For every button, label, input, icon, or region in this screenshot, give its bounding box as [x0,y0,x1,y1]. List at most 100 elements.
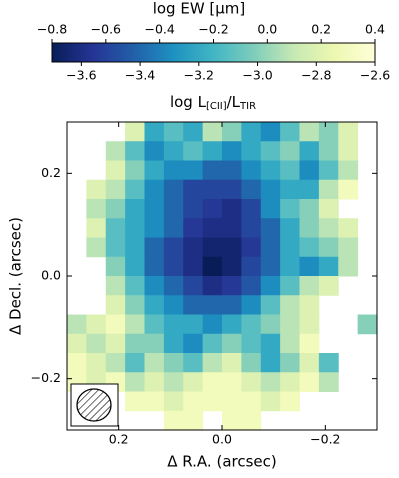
map-cell [183,179,204,200]
x-tick-label: 0.0 [212,432,232,447]
label-sub: TIR [239,101,256,112]
colorbar-tick-label: −2.8 [301,68,331,83]
map-cell [260,276,281,296]
map-cell [163,391,184,412]
map-cell [202,122,223,142]
map-cell [202,314,223,335]
map-cell [125,353,145,373]
map-cell [318,141,339,161]
map-cell [241,276,262,296]
map-cell [299,314,320,335]
map-cell [222,141,242,161]
map-cell [67,333,87,354]
x-axis-label: Δ R.A. (arcsec) [167,453,277,471]
colorbar-top-tick-label: 0.2 [311,22,331,37]
map-cell [202,218,223,238]
map-cell [260,122,281,142]
map-cell [125,122,145,142]
map-cell [202,179,223,200]
map-cell [144,372,165,392]
map-cell [183,141,204,161]
map-cell [318,237,339,258]
map-cell [241,353,262,373]
map-cell [241,141,262,161]
map-cell [222,333,242,354]
map-cell [280,333,300,354]
map-cell [105,353,126,373]
map-cell [222,179,242,200]
map-cell [260,160,281,181]
map-cell [125,372,145,392]
colorbar-top-label: log EW [μm] [153,0,246,18]
map-cell [105,237,126,258]
map-cell [280,122,300,142]
map-cell [183,295,204,315]
map-cell [241,372,262,392]
map-cell [241,314,262,335]
map-cell [338,179,359,200]
map-cell [163,179,184,200]
map-cell [318,372,339,392]
map-cell [144,353,165,373]
colorbar-top-tick-label: −0.8 [37,22,67,37]
map-cell [299,276,320,296]
colorbar [51,42,376,63]
map-cell [202,199,223,219]
map-cell [299,372,320,392]
map-cell [222,122,242,142]
map-cell [183,256,204,277]
map-cell [260,391,281,412]
map-cell [222,410,242,431]
map-cell [260,179,281,200]
map-cell [222,276,242,296]
map-cell [125,333,145,354]
map-cell [105,141,126,161]
colorbar-tick-label: −3.4 [125,68,155,83]
colorbar-top-tick-label: −0.6 [91,22,121,37]
map-cell [280,141,300,161]
map-cell [86,179,107,200]
map-cell [241,160,262,181]
map-cell [202,256,223,277]
map-cell [241,179,262,200]
map-cell [299,353,320,373]
map-cell [280,199,300,219]
map-cell [202,276,223,296]
map-cell [163,295,184,315]
colorbar-tick-label: −3.6 [66,68,96,83]
label-part: /L [227,93,241,111]
map-cell [183,314,204,335]
map-cell [125,218,145,238]
colorbar-top-tick-label: −0.4 [144,22,174,37]
map-cell [202,353,223,373]
map-cell [183,391,204,412]
map-cell [260,237,281,258]
map-cell [299,141,320,161]
colorbar-top-tick-label: −0.2 [198,22,228,37]
map-cell [318,179,339,200]
map-cell [86,333,107,354]
map-cell [144,276,165,296]
map-cell [183,276,204,296]
map-cell [125,199,145,219]
map-cell [241,218,262,238]
map-cell [105,295,126,315]
map-cell [222,160,242,181]
map-cell [125,237,145,258]
map-cell [299,179,320,200]
map-cell [86,199,107,219]
map-cell [299,333,320,354]
map-cell [105,179,126,200]
map-cell [280,276,300,296]
map-cell [222,256,242,277]
map-cell [163,160,184,181]
map-cell [86,237,107,258]
map-cell [202,391,223,412]
map-cell [183,237,204,258]
map-cell [202,372,223,392]
map-cell [105,218,126,238]
map-cell [183,218,204,238]
map-cell [280,179,300,200]
y-axis-label: Δ Decl. (arcsec) [7,217,25,335]
